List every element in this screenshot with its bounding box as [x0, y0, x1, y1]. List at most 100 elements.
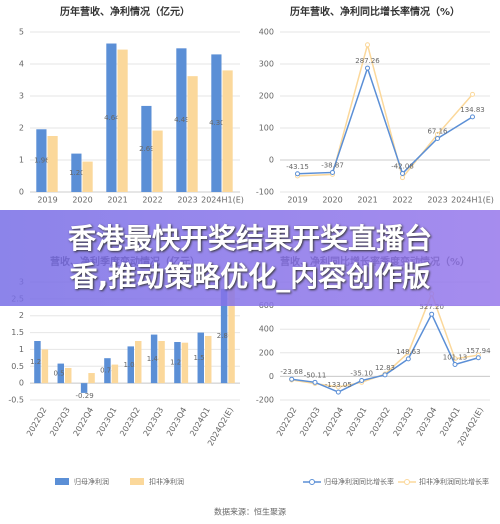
x-tick-label: 2023Q3 [142, 406, 166, 438]
point [470, 91, 475, 97]
bar [117, 49, 128, 192]
data-label: -35.10 [350, 370, 373, 378]
bar [57, 363, 64, 384]
data-label: -133.05 [325, 381, 352, 389]
data-label: 2.80 [217, 332, 233, 340]
bar [82, 161, 93, 192]
bar [187, 76, 198, 192]
y-tick-label: 0 [19, 379, 24, 388]
y-tick-label: 5 [19, 28, 24, 37]
y-tick-label: 1 [19, 345, 24, 354]
point [295, 171, 300, 177]
legend-swatch [130, 478, 144, 485]
bar [36, 129, 47, 192]
data-label: 0.74 [100, 367, 116, 375]
legend-label: 扣非净利润同比增长率 [419, 477, 489, 486]
x-tick-label: 2022 [392, 196, 412, 205]
x-tick-label: 2022Q3 [48, 406, 72, 438]
bar [158, 341, 165, 384]
point [289, 376, 295, 382]
data-label: 287.26 [355, 57, 380, 65]
point [312, 379, 318, 385]
y-tick-label: 200 [259, 92, 274, 101]
x-tick-label: 2024Q1 [438, 406, 462, 438]
x-tick-label: 2022Q2 [25, 406, 49, 438]
point [452, 361, 458, 367]
y-tick-label: -0.5 [8, 396, 24, 405]
data-label: 2.69 [139, 145, 155, 153]
x-tick-label: 2022 [142, 196, 162, 205]
x-tick-label: 2019 [287, 196, 307, 205]
point [400, 170, 405, 176]
bar [176, 48, 187, 192]
x-tick-label: 2024H1(E) [201, 196, 244, 205]
bar [141, 105, 152, 192]
bar [104, 358, 111, 384]
bar [127, 346, 134, 384]
banner-text: 香港最快开奖结果开奖直播台香,推动策略优化_内容创作版 [67, 222, 432, 293]
y-tick-label: 0 [19, 188, 24, 197]
data-label: 0.58 [53, 369, 69, 377]
x-tick-label: 2021 [107, 196, 127, 205]
point [365, 65, 370, 71]
y-tick-label: 400 [259, 28, 274, 37]
data-label: 4.64 [104, 114, 120, 122]
bar [228, 283, 235, 384]
data-label: 157.94 [466, 347, 491, 355]
point [335, 384, 341, 390]
x-tick-label: 2023Q2 [118, 406, 142, 438]
banner: 香港最快开奖结果开奖直播台香,推动策略优化_内容创作版 [0, 210, 500, 306]
bar [65, 367, 72, 384]
x-tick-label: 2023Q1 [345, 406, 369, 438]
data-label: 1.22 [170, 359, 186, 367]
bar [106, 43, 117, 192]
point [429, 311, 435, 317]
point [475, 355, 481, 361]
y-tick-label: 3 [19, 92, 24, 101]
bar [80, 383, 88, 393]
data-label: -38.87 [321, 161, 344, 169]
chart-title: 历年营收、净利同比增长率情况（%） [290, 5, 460, 18]
x-tick-label: 2023Q4 [165, 406, 189, 438]
x-tick-label: 2022Q2 [275, 406, 299, 438]
point [470, 114, 475, 120]
data-label: 1.44 [147, 355, 163, 363]
x-tick-label: 2023Q1 [95, 406, 119, 438]
y-tick-label: 300 [259, 60, 274, 69]
bar [222, 70, 233, 192]
data-label: 101.13 [443, 353, 468, 361]
source: 数据来源：恒生聚源 [214, 507, 286, 517]
point [435, 136, 440, 142]
y-tick-label: 0 [269, 156, 274, 165]
bar [181, 342, 189, 384]
data-label: -43.15 [286, 163, 309, 171]
legend-label: 扣非净利润 [149, 477, 184, 486]
point [335, 389, 341, 395]
point [405, 356, 411, 362]
x-tick-label: 2024H1(E) [451, 196, 494, 205]
y-tick-label: 400 [259, 325, 274, 334]
legend-swatch [309, 479, 315, 485]
x-tick-label: 2024Q1 [188, 406, 212, 438]
point [382, 372, 388, 378]
data-label: 1.09 [123, 361, 139, 369]
bar [47, 136, 58, 192]
y-tick-label: 0.5 [11, 362, 24, 371]
data-label: -42.08 [391, 162, 414, 170]
data-label: 4.30 [209, 119, 225, 127]
bar [88, 373, 95, 384]
x-tick-label: 2020 [72, 196, 92, 205]
y-tick-label: 2 [19, 311, 24, 320]
legend-swatch [55, 478, 69, 485]
y-tick-label: -100 [256, 188, 274, 197]
y-tick-label: 2 [19, 124, 24, 133]
y-tick-label: -200 [256, 396, 274, 405]
x-tick-label: 2023 [427, 196, 447, 205]
data-label: 1.25 [30, 358, 46, 366]
point [400, 175, 405, 181]
data-label: -50.11 [304, 371, 327, 379]
point [405, 350, 411, 356]
line [297, 41, 474, 180]
x-tick-label: 2022Q4 [72, 406, 96, 438]
